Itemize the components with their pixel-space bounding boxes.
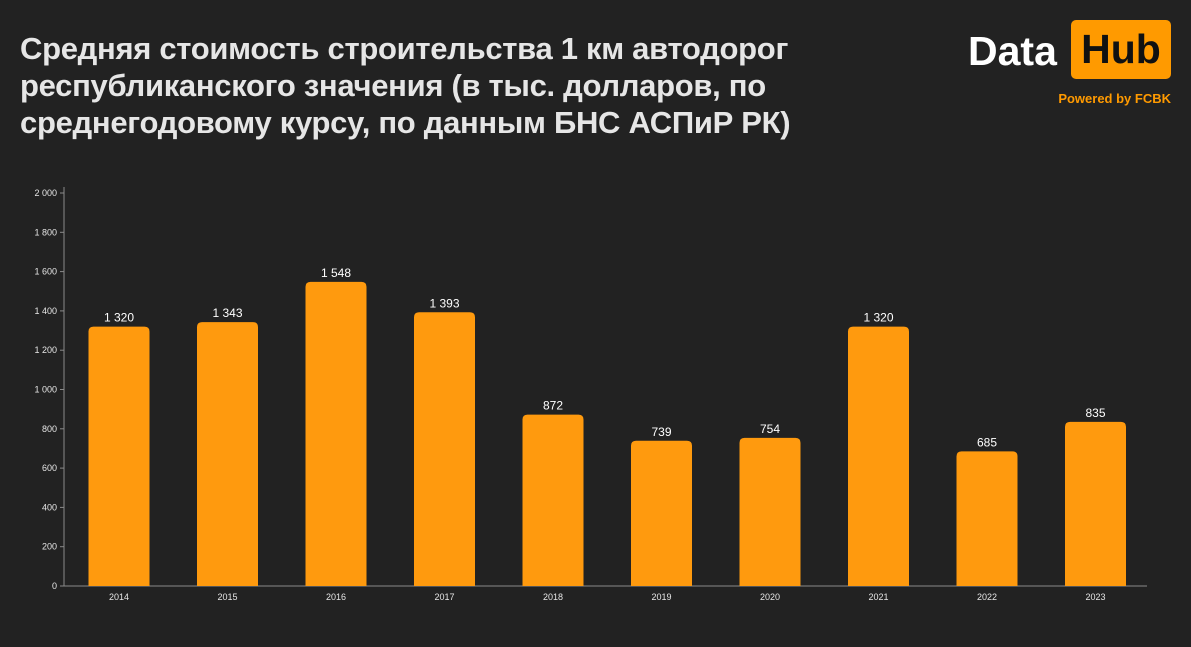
data-label-2017: 1 393 <box>429 296 459 310</box>
x-tick-label-2014: 2014 <box>109 592 129 602</box>
bar-2014 <box>88 326 150 586</box>
data-label-2021: 1 320 <box>863 311 893 325</box>
data-label-2018: 872 <box>543 399 563 413</box>
y-tick-label: 400 <box>42 502 57 512</box>
data-label-2014: 1 320 <box>104 311 134 325</box>
bar-2021 <box>848 326 909 586</box>
bar-2016 <box>305 281 367 586</box>
y-tick-label: 200 <box>42 542 57 552</box>
logo-powered-by: Powered by FCBK <box>1058 91 1171 106</box>
bar-2019 <box>631 440 692 586</box>
y-tick-label: 1 400 <box>34 306 57 316</box>
x-tick-label-2017: 2017 <box>434 592 454 602</box>
y-tick-label: 1 000 <box>34 385 57 395</box>
x-tick-label-2020: 2020 <box>760 592 780 602</box>
bar-2023 <box>1065 421 1126 586</box>
x-tick-label-2015: 2015 <box>217 592 237 602</box>
y-tick-label: 1 200 <box>34 345 57 355</box>
x-tick-label-2018: 2018 <box>543 592 563 602</box>
chart-title: Средняя стоимость строительства 1 км авт… <box>20 31 791 140</box>
bar-2017 <box>414 312 475 586</box>
y-tick-label: 600 <box>42 463 57 473</box>
y-tick-label: 800 <box>42 424 57 434</box>
data-label-2022: 685 <box>977 435 997 449</box>
logo-hub-text: Hub <box>1071 20 1171 79</box>
bar-2022 <box>956 451 1018 586</box>
data-label-2020: 754 <box>760 422 780 436</box>
data-label-2016: 1 548 <box>321 266 351 280</box>
data-label-2015: 1 343 <box>212 306 242 320</box>
y-tick-label: 2 000 <box>34 188 57 198</box>
data-label-2023: 835 <box>1085 406 1105 420</box>
bar-2015 <box>197 322 258 586</box>
bar-2018 <box>522 414 584 586</box>
x-tick-label-2016: 2016 <box>326 592 346 602</box>
data-label-2019: 739 <box>651 425 671 439</box>
bar-2020 <box>739 437 801 586</box>
logo-data-text: Data <box>968 28 1057 74</box>
x-tick-label-2021: 2021 <box>868 592 888 602</box>
x-tick-label-2022: 2022 <box>977 592 997 602</box>
y-tick-label: 1 600 <box>34 267 57 277</box>
y-tick-label: 1 800 <box>34 227 57 237</box>
datahub-logo: Data Hub Powered by FCBK <box>965 20 1175 110</box>
x-tick-label-2023: 2023 <box>1085 592 1105 602</box>
x-tick-label-2019: 2019 <box>651 592 671 602</box>
y-tick-label: 0 <box>52 581 57 591</box>
